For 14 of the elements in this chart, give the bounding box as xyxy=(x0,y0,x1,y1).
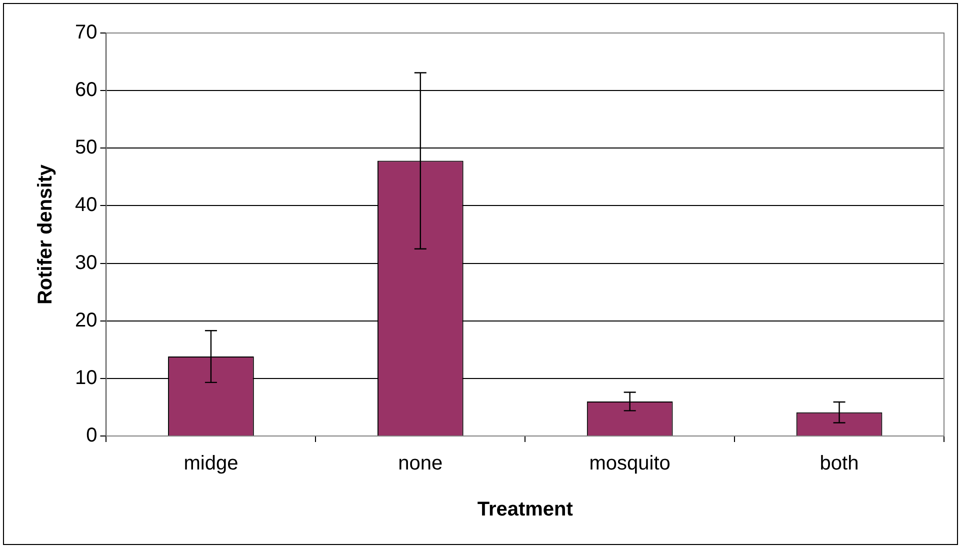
y-tick-label: 10 xyxy=(74,366,98,389)
x-tick-label: midge xyxy=(184,452,238,475)
x-tick-label: mosquito xyxy=(589,452,670,475)
y-tick-label: 0 xyxy=(86,424,98,447)
x-axis-title: Treatment xyxy=(477,498,574,521)
y-tick-label: 60 xyxy=(74,79,98,102)
y-tick-label: 50 xyxy=(74,136,98,159)
y-tick-label: 20 xyxy=(74,309,98,332)
y-tick-label: 40 xyxy=(74,194,98,216)
x-tick-label: none xyxy=(398,452,443,475)
y-tick-label: 70 xyxy=(74,22,98,44)
y-axis-title: Rotifer density xyxy=(34,164,57,305)
x-tick-label: both xyxy=(820,452,859,475)
y-tick-label: 30 xyxy=(74,252,98,274)
